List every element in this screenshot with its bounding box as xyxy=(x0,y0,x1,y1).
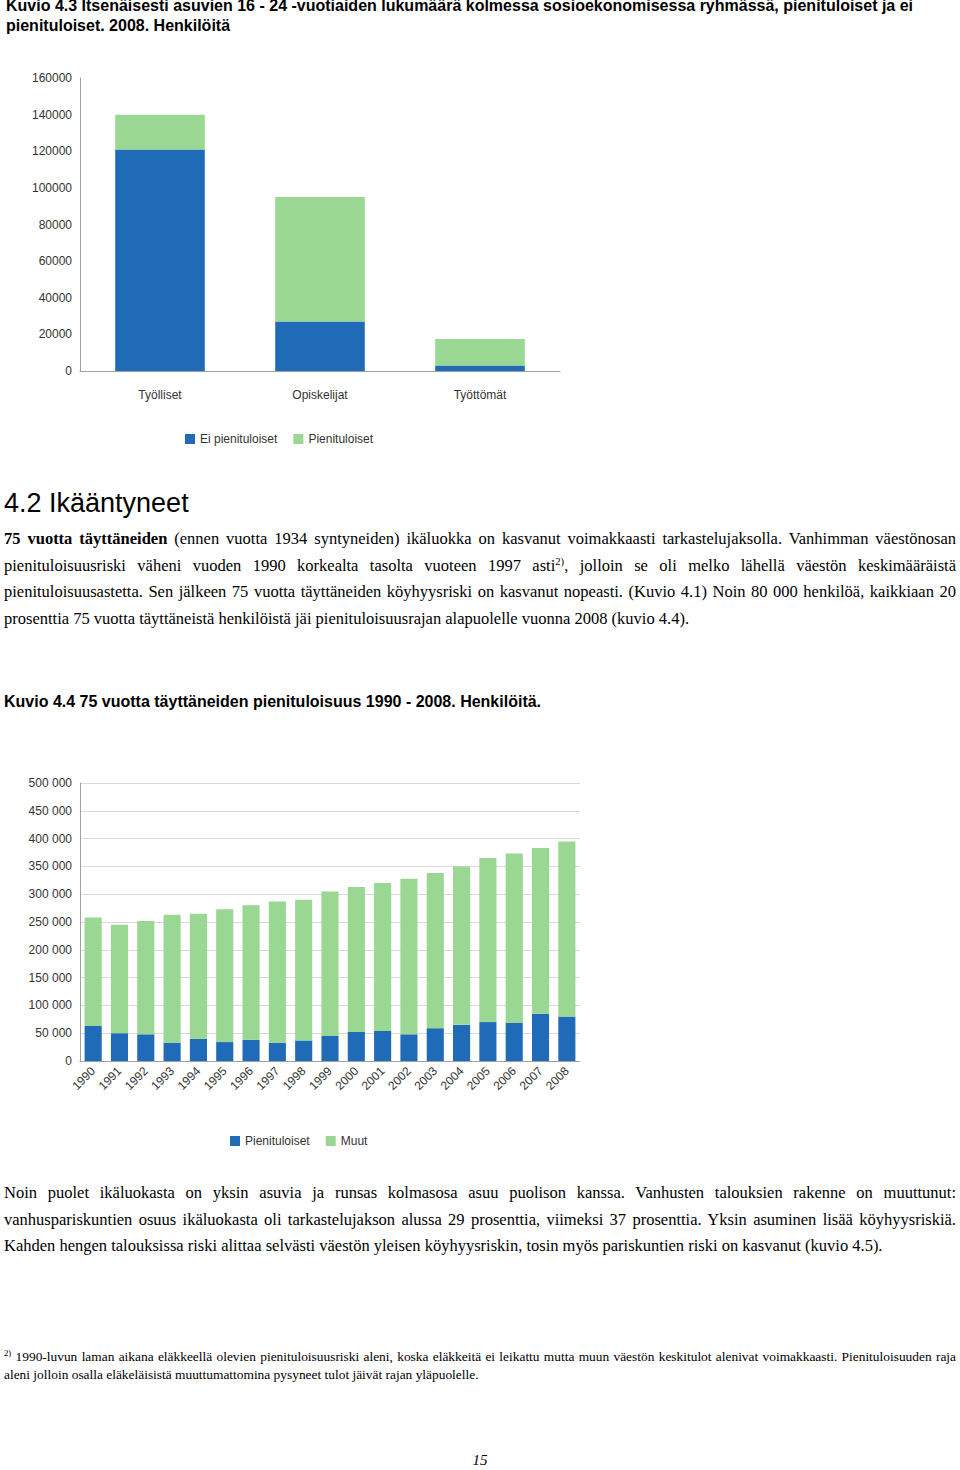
svg-text:1992: 1992 xyxy=(122,1064,151,1093)
html-text:75 vuotta täyttäneiden (ennen: 75 vuotta täyttäneiden (ennen vuotta 193… xyxy=(4,529,956,628)
svg-text:1993: 1993 xyxy=(148,1064,177,1093)
svg-text:300 000: 300 000 xyxy=(29,887,73,901)
svg-text:Pienituloiset: Pienituloiset xyxy=(245,1134,310,1148)
svg-text:2008: 2008 xyxy=(543,1064,572,1093)
svg-text:2004: 2004 xyxy=(438,1064,467,1093)
svg-text:2001: 2001 xyxy=(359,1064,388,1093)
svg-text:2002: 2002 xyxy=(385,1064,414,1093)
svg-text:Ei pienituloiset: Ei pienituloiset xyxy=(200,432,278,446)
svg-text:100 000: 100 000 xyxy=(29,998,73,1012)
svg-text:50 000: 50 000 xyxy=(35,1026,72,1040)
html-text:Noin puolet ikäluokasta on yks: Noin puolet ikäluokasta on yksin asuvia … xyxy=(4,1183,956,1255)
svg-text:1998: 1998 xyxy=(280,1064,309,1093)
svg-text:400 000: 400 000 xyxy=(29,832,73,846)
svg-text:1991: 1991 xyxy=(96,1064,125,1093)
svg-text:0: 0 xyxy=(65,364,72,378)
svg-text:Pienituloiset: Pienituloiset xyxy=(308,432,373,446)
svg-text:1997: 1997 xyxy=(254,1064,283,1093)
svg-text:120000: 120000 xyxy=(32,144,72,158)
svg-text:Muut: Muut xyxy=(341,1134,368,1148)
svg-text:350 000: 350 000 xyxy=(29,859,73,873)
svg-text:60000: 60000 xyxy=(39,254,73,268)
svg-text:450 000: 450 000 xyxy=(29,804,73,818)
svg-text:1999: 1999 xyxy=(306,1064,335,1093)
svg-text:Työlliset: Työlliset xyxy=(138,388,182,402)
svg-text:2007: 2007 xyxy=(517,1064,546,1093)
svg-text:140000: 140000 xyxy=(32,108,72,122)
svg-text:1995: 1995 xyxy=(201,1064,230,1093)
svg-text:1990: 1990 xyxy=(69,1064,98,1093)
svg-text:160000: 160000 xyxy=(32,71,72,85)
svg-text:Työttömät: Työttömät xyxy=(454,388,507,402)
svg-text:1996: 1996 xyxy=(227,1064,256,1093)
html-text:4.2 Ikääntyneet: 4.2 Ikääntyneet xyxy=(4,488,189,518)
html-text:2)1990-luvun laman aikana eläk: 2)1990-luvun laman aikana eläkkeellä ole… xyxy=(4,1347,956,1382)
svg-text:40000: 40000 xyxy=(39,291,73,305)
svg-text:0: 0 xyxy=(65,1054,72,1068)
html-text:Kuvio 4.4 75 vuotta täyttäneid: Kuvio 4.4 75 vuotta täyttäneiden pienitu… xyxy=(4,693,541,710)
svg-text:100000: 100000 xyxy=(32,181,72,195)
svg-text:Opiskelijat: Opiskelijat xyxy=(292,388,348,402)
svg-text:150 000: 150 000 xyxy=(29,971,73,985)
svg-text:80000: 80000 xyxy=(39,218,73,232)
svg-text:250 000: 250 000 xyxy=(29,915,73,929)
svg-text:2006: 2006 xyxy=(490,1064,519,1093)
svg-text:2005: 2005 xyxy=(464,1064,493,1093)
svg-text:2000: 2000 xyxy=(333,1064,362,1093)
svg-text:500 000: 500 000 xyxy=(29,776,73,790)
svg-text:1994: 1994 xyxy=(175,1064,204,1093)
svg-text:200 000: 200 000 xyxy=(29,943,73,957)
svg-text:20000: 20000 xyxy=(39,327,73,341)
svg-text:2003: 2003 xyxy=(411,1064,440,1093)
html-text:15: 15 xyxy=(472,1452,488,1468)
